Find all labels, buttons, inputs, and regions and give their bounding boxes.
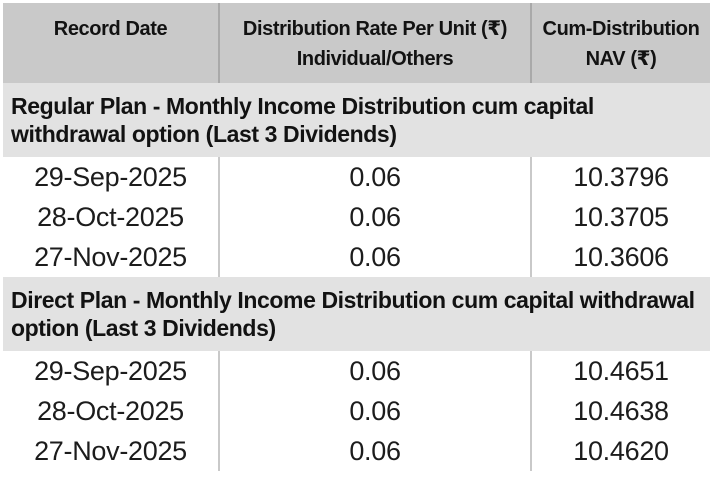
column-header-distribution-rate-line1: Distribution Rate Per Unit (₹) xyxy=(242,18,508,40)
cum-distribution-nav-cell: 10.4651 xyxy=(530,351,710,391)
column-header-cum-distribution-nav-line1: Cum-Distribution xyxy=(542,18,700,40)
table-row: 28-Oct-2025 0.06 10.4638 xyxy=(3,391,710,431)
record-date-cell: 27-Nov-2025 xyxy=(34,242,187,272)
column-header-cum-distribution-nav-line2: NAV (₹) xyxy=(585,48,657,70)
column-header-cum-distribution-nav: Cum-Distribution NAV (₹) xyxy=(530,3,710,83)
section-title-direct-plan: Direct Plan - Monthly Income Distributio… xyxy=(3,277,710,351)
section-title-regular-plan-text: Regular Plan - Monthly Income Distributi… xyxy=(11,93,594,147)
cum-distribution-nav-cell: 10.4620 xyxy=(530,431,710,471)
distribution-rate-cell: 0.06 xyxy=(218,197,530,237)
distribution-rate-cell: 0.06 xyxy=(218,431,530,471)
record-date-cell: 29-Sep-2025 xyxy=(34,162,187,192)
table-row: 27-Nov-2025 0.06 10.3606 xyxy=(3,237,710,277)
column-header-record-date: Record Date xyxy=(3,3,218,83)
distribution-rate-cell: 0.06 xyxy=(218,351,530,391)
column-header-distribution-rate: Distribution Rate Per Unit (₹) Individua… xyxy=(218,3,530,83)
table-row: 27-Nov-2025 0.06 10.4620 xyxy=(3,431,710,471)
table-row: 29-Sep-2025 0.06 10.3796 xyxy=(3,157,710,197)
record-date-cell: 28-Oct-2025 xyxy=(37,202,184,232)
record-date-cell: 29-Sep-2025 xyxy=(34,356,187,386)
distribution-rate-cell: 0.06 xyxy=(218,391,530,431)
distribution-rate-cell: 0.06 xyxy=(218,157,530,197)
table-row: 29-Sep-2025 0.06 10.4651 xyxy=(3,351,710,391)
record-date-cell: 28-Oct-2025 xyxy=(37,396,184,426)
section-title-direct-plan-text: Direct Plan - Monthly Income Distributio… xyxy=(11,287,695,341)
column-header-record-date-label: Record Date xyxy=(53,18,168,40)
column-header-distribution-rate-line2: Individual/Others xyxy=(296,48,454,70)
distribution-rate-cell: 0.06 xyxy=(218,237,530,277)
cum-distribution-nav-cell: 10.3606 xyxy=(530,237,710,277)
cum-distribution-nav-cell: 10.4638 xyxy=(530,391,710,431)
table-header-row: Record Date Distribution Rate Per Unit (… xyxy=(3,3,710,83)
record-date-cell: 27-Nov-2025 xyxy=(34,436,187,466)
cum-distribution-nav-cell: 10.3705 xyxy=(530,197,710,237)
cum-distribution-nav-cell: 10.3796 xyxy=(530,157,710,197)
table-row: 28-Oct-2025 0.06 10.3705 xyxy=(3,197,710,237)
section-title-regular-plan: Regular Plan - Monthly Income Distributi… xyxy=(3,83,710,157)
